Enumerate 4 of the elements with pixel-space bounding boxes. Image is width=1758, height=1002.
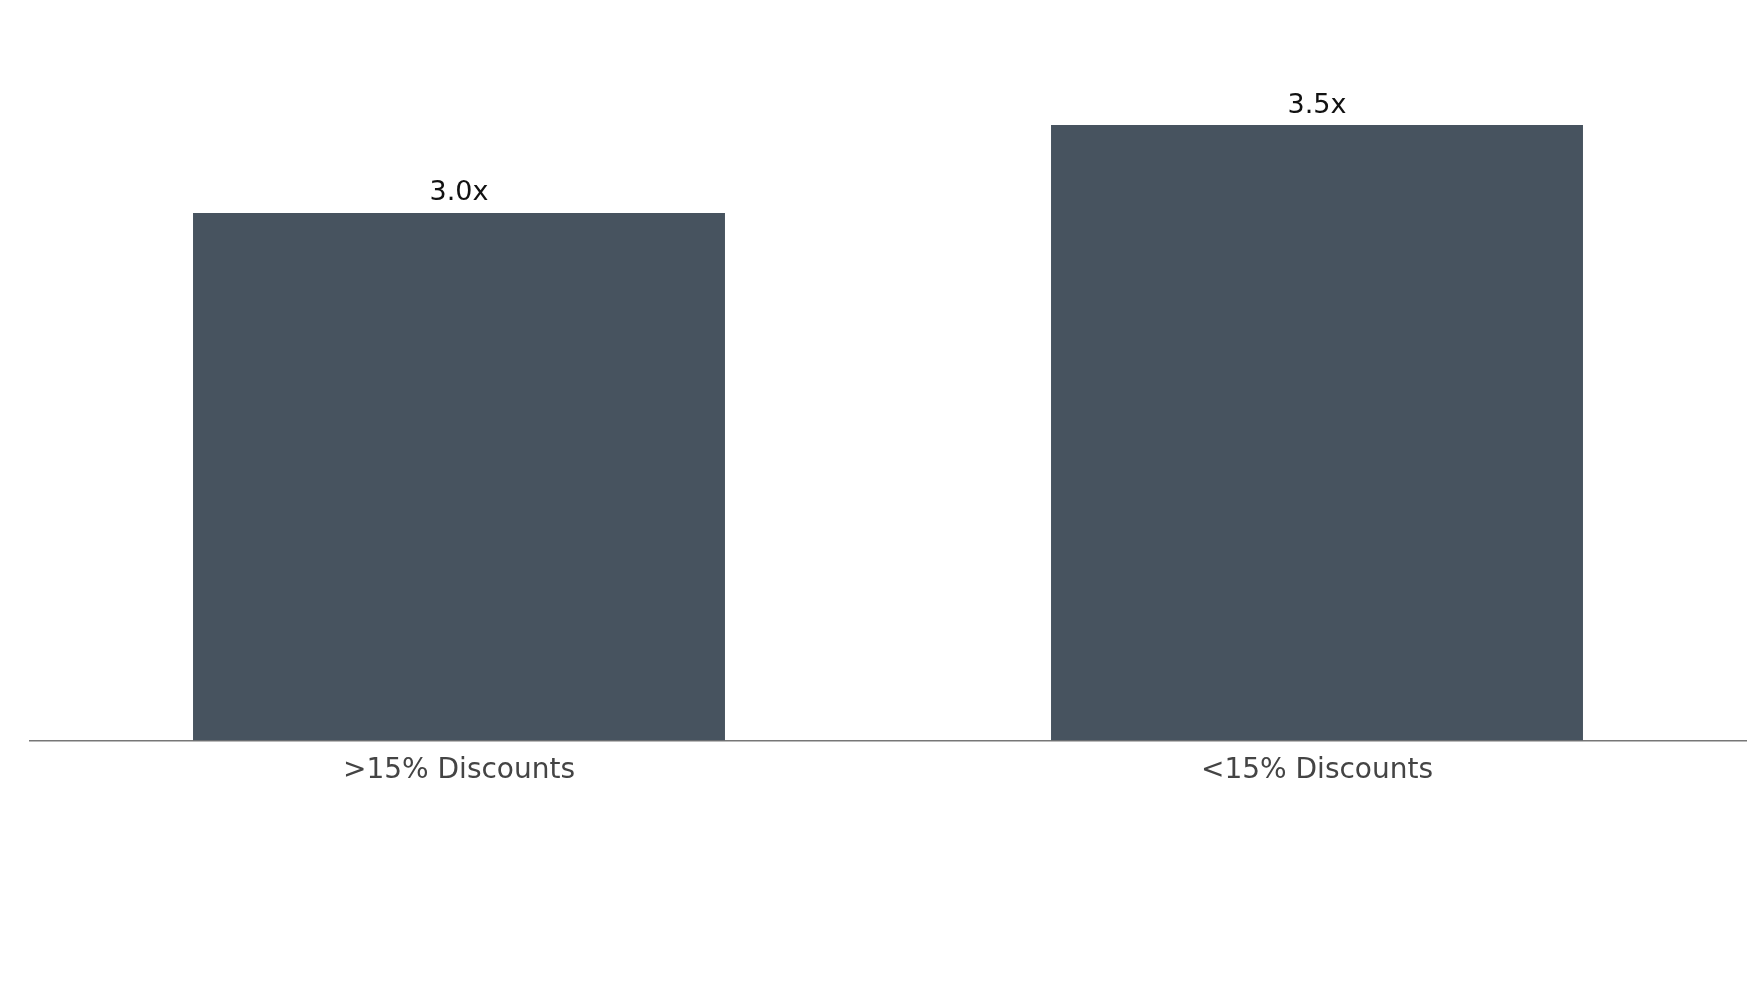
- x-tick-label: <15% Discounts: [1200, 752, 1434, 786]
- data-label: 3.0x: [429, 175, 489, 207]
- data-label: 3.5x: [1287, 87, 1347, 119]
- x-tick-label: >15% Discounts: [342, 752, 576, 786]
